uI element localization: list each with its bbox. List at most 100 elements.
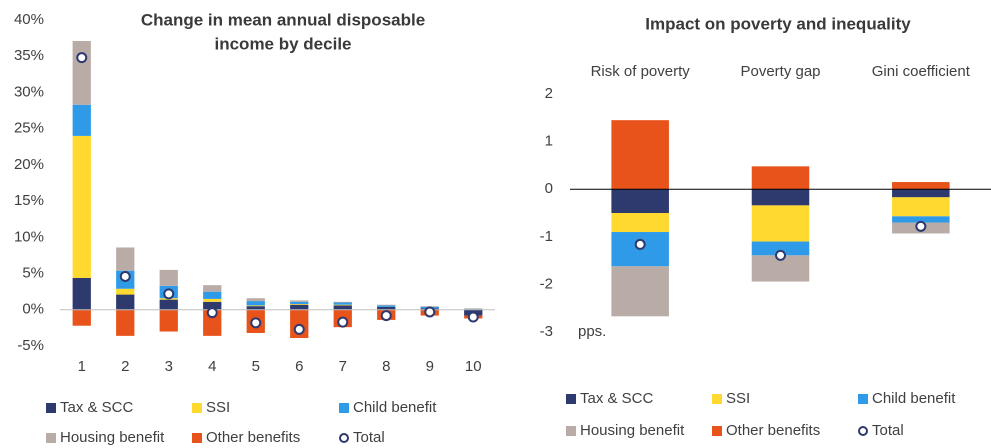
x-tick-label: 7 (339, 358, 347, 375)
bar-segment (611, 213, 669, 233)
bar-segment (377, 306, 396, 310)
x-tick-label: Poverty gap (740, 63, 820, 80)
bar-segment (72, 135, 91, 278)
legend-label: SSI (206, 399, 230, 416)
bar-segment (892, 197, 950, 217)
legend-label: Other benefits (206, 429, 300, 446)
legend-label: SSI (726, 390, 750, 407)
x-tick-label: 10 (465, 358, 482, 375)
total-marker (337, 316, 349, 328)
bar-segment (203, 301, 222, 310)
legend-swatch (192, 403, 202, 413)
legend-swatch (46, 403, 56, 413)
x-tick-label: 8 (382, 358, 390, 375)
unit-annotation: pps. (578, 323, 606, 340)
bar-segment (892, 182, 950, 190)
bar-segment (751, 241, 810, 256)
x-tick-label: Gini coefficient (872, 63, 971, 80)
bar-segment (333, 302, 352, 305)
bar-segment (333, 305, 352, 310)
bar-segment (611, 189, 669, 213)
legend-swatch (192, 433, 202, 443)
y-tick-label: 0 (545, 180, 553, 197)
bar-segment (159, 309, 178, 332)
y-tick-label: 1 (545, 133, 553, 150)
bar-segment (290, 301, 309, 304)
bar-segment (464, 308, 483, 310)
legend-label: Total (353, 429, 385, 446)
bar-segment (290, 303, 309, 305)
legend-label: Housing benefit (60, 429, 165, 446)
chart-title: Change in mean annual disposable (141, 10, 425, 29)
y-tick-label: 0% (22, 301, 44, 318)
bar-segment (333, 301, 352, 303)
legend-swatch (339, 403, 349, 413)
chart-title: income by decile (215, 34, 352, 53)
y-tick-label: -3 (540, 323, 553, 340)
y-tick-label: 35% (14, 47, 44, 64)
total-marker (775, 249, 786, 261)
bar-segment (116, 288, 135, 295)
y-tick-label: 10% (14, 228, 44, 245)
x-tick-label: 1 (78, 358, 86, 375)
x-tick-label: 6 (295, 358, 303, 375)
x-tick-label: 2 (121, 358, 129, 375)
total-marker (76, 52, 88, 64)
bar-segment (611, 120, 669, 190)
bar-segment (72, 104, 91, 136)
total-marker (119, 270, 131, 282)
bar-segment (290, 300, 309, 302)
bar-segment (333, 304, 352, 306)
y-tick-label: 30% (14, 83, 44, 100)
y-tick-label: 2 (545, 85, 553, 102)
bar-segment (290, 304, 309, 310)
bar-segment (203, 309, 222, 336)
total-marker (467, 311, 479, 323)
x-tick-label: 4 (208, 358, 216, 375)
bar-segment (246, 298, 265, 302)
total-marker (380, 310, 392, 322)
bar-segment (72, 309, 91, 326)
legend-label: Child benefit (872, 390, 956, 407)
y-tick-label: -5% (17, 337, 44, 354)
total-marker (634, 238, 646, 250)
legend-label: Other benefits (726, 422, 820, 439)
bar-segment (116, 247, 135, 271)
y-tick-label: 40% (14, 11, 44, 28)
bar-segment (72, 277, 91, 310)
legend-label: Child benefit (353, 399, 437, 416)
legend-label: Tax & SCC (60, 399, 134, 416)
bar-segment (116, 309, 135, 336)
bar-segment (246, 301, 265, 306)
y-tick-label: -1 (540, 228, 553, 245)
total-marker (293, 323, 305, 335)
total-marker (424, 306, 436, 318)
bar-segment (751, 205, 810, 242)
x-tick-label: 9 (426, 358, 434, 375)
x-tick-label: Risk of poverty (591, 63, 691, 80)
legend-swatch (46, 433, 56, 443)
total-marker (163, 288, 175, 300)
bar-segment (751, 166, 810, 190)
legend-swatch (858, 394, 868, 404)
total-marker (250, 317, 262, 329)
bar-segment (892, 189, 950, 198)
chart-title: Impact on poverty and inequality (645, 14, 911, 33)
bar-segment (203, 298, 222, 302)
legend-swatch (712, 394, 722, 404)
y-tick-label: -2 (540, 275, 553, 292)
bar-segment (246, 305, 265, 307)
bar-segment (203, 291, 222, 299)
y-tick-label: 25% (14, 120, 44, 137)
bar-segment (159, 269, 178, 286)
bar-segment (751, 189, 810, 206)
legend-swatch (566, 394, 576, 404)
legend-label: Total (872, 422, 904, 439)
bar-segment (377, 304, 396, 306)
bar-segment (246, 306, 265, 310)
bar-segment (892, 216, 950, 223)
bar-segment (377, 305, 396, 307)
legend-marker (858, 426, 868, 436)
legend-marker (339, 433, 349, 443)
